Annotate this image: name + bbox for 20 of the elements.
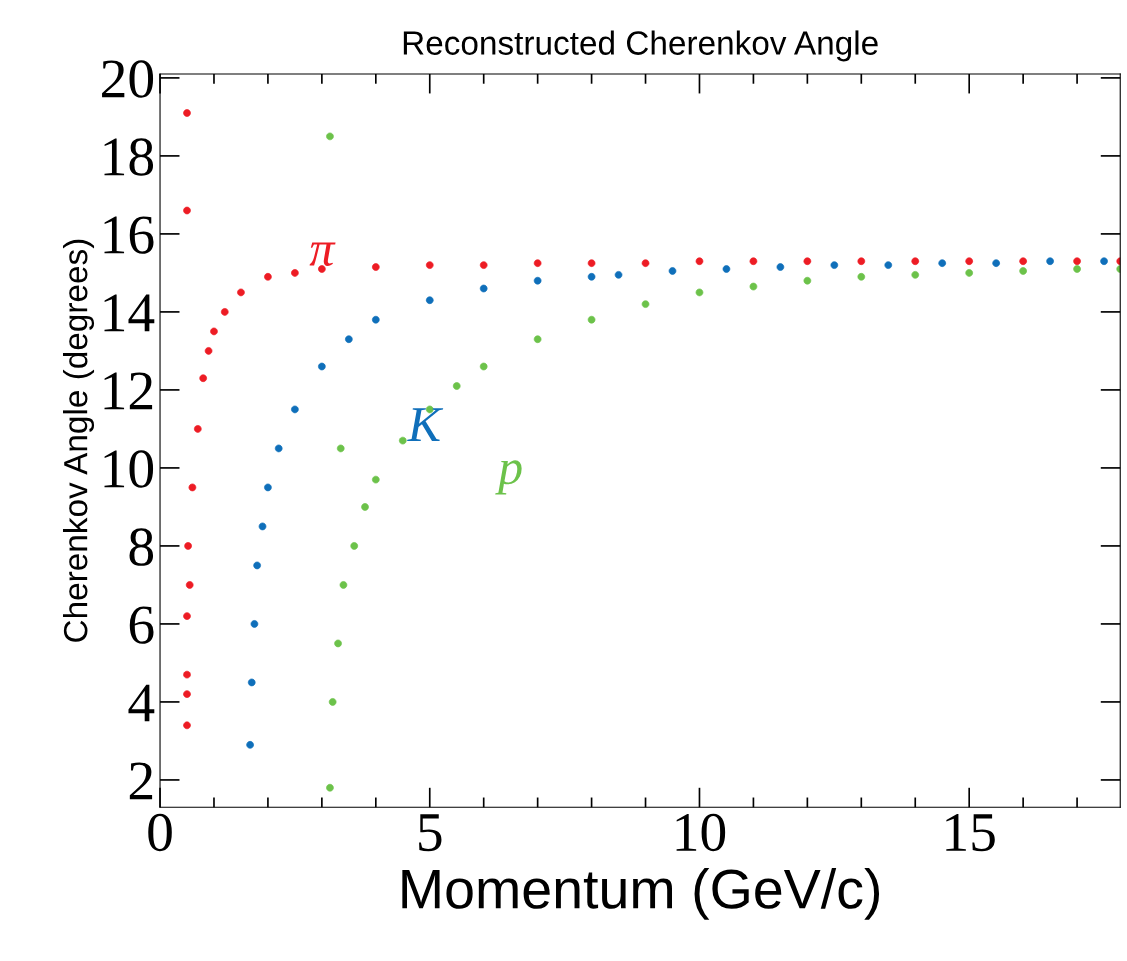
x-tick-label: 0 (148, 813, 172, 852)
y-tick-label: 16 (104, 216, 154, 254)
x-axis-title: Momentum (GeV/c) (402, 868, 880, 920)
y-tick-label: 18 (104, 138, 154, 176)
y-tick-label: 6 (129, 606, 154, 644)
y-tick-label: 12 (104, 372, 153, 410)
y-tick-label: 2 (129, 762, 153, 800)
y-tick-label: 20 (102, 60, 154, 98)
series-label: π (309, 242, 336, 266)
x-tick-label: 15 (946, 813, 995, 852)
x-tick-label: 5 (419, 814, 442, 852)
x-tick-label: 10 (676, 813, 726, 852)
y-tick-label: 8 (129, 528, 154, 566)
y-tick-label: 14 (104, 294, 155, 332)
series-label: K (407, 408, 444, 441)
chart-title: Reconstructed Cherenkov Angle (403, 30, 878, 62)
y-axis-title: Cherenkov Angle (degrees) (62, 239, 95, 642)
series-label: p (495, 460, 522, 495)
y-tick-label: 4 (128, 684, 155, 722)
y-tick-label: 10 (104, 450, 154, 488)
